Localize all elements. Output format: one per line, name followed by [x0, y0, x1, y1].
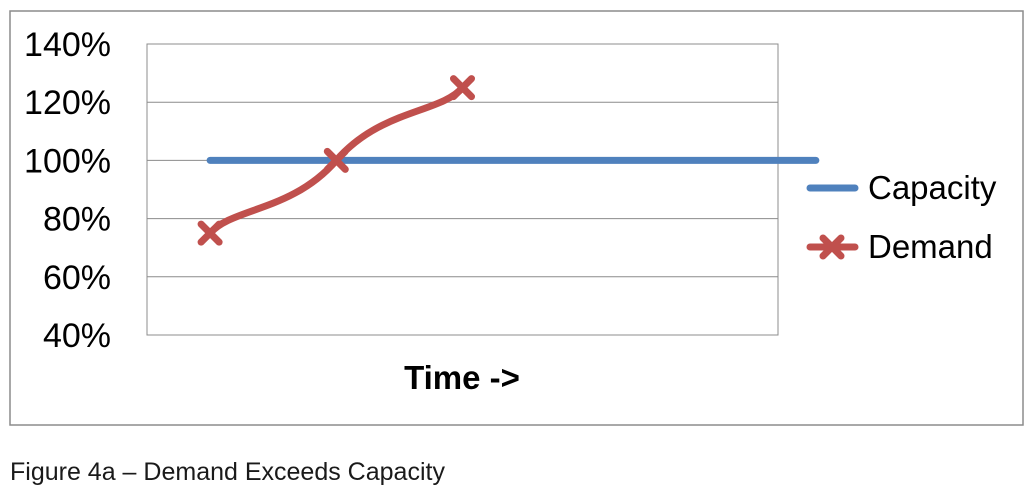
data-point-demand — [323, 147, 349, 173]
legend-entry-capacity: Capacity — [806, 169, 997, 206]
legend-label: Demand — [868, 228, 993, 265]
x-axis-title: Time -> — [404, 359, 520, 396]
y-tick-label: 140% — [24, 26, 111, 64]
series-layer — [197, 75, 820, 246]
chart-area-border — [9, 10, 1024, 426]
plot-area-border — [146, 43, 779, 336]
y-tick-label: 40% — [43, 317, 111, 355]
y-axis-ticks: 140% 120% 100% 80% 60% 40% — [24, 26, 111, 355]
y-tick-label: 100% — [24, 142, 111, 180]
legend-entry-demand: Demand — [806, 228, 993, 265]
legend: Capacity Demand — [806, 169, 997, 265]
y-tick-label: 120% — [24, 84, 111, 122]
y-tick-label: 60% — [43, 259, 111, 297]
figure-caption: Figure 4a – Demand Exceeds Capacity — [10, 458, 445, 486]
y-tick-label: 80% — [43, 201, 111, 239]
data-point-demand — [450, 75, 475, 101]
legend-label: Capacity — [868, 169, 997, 206]
legend-marker-icon — [819, 234, 845, 260]
data-point-demand — [197, 220, 223, 246]
